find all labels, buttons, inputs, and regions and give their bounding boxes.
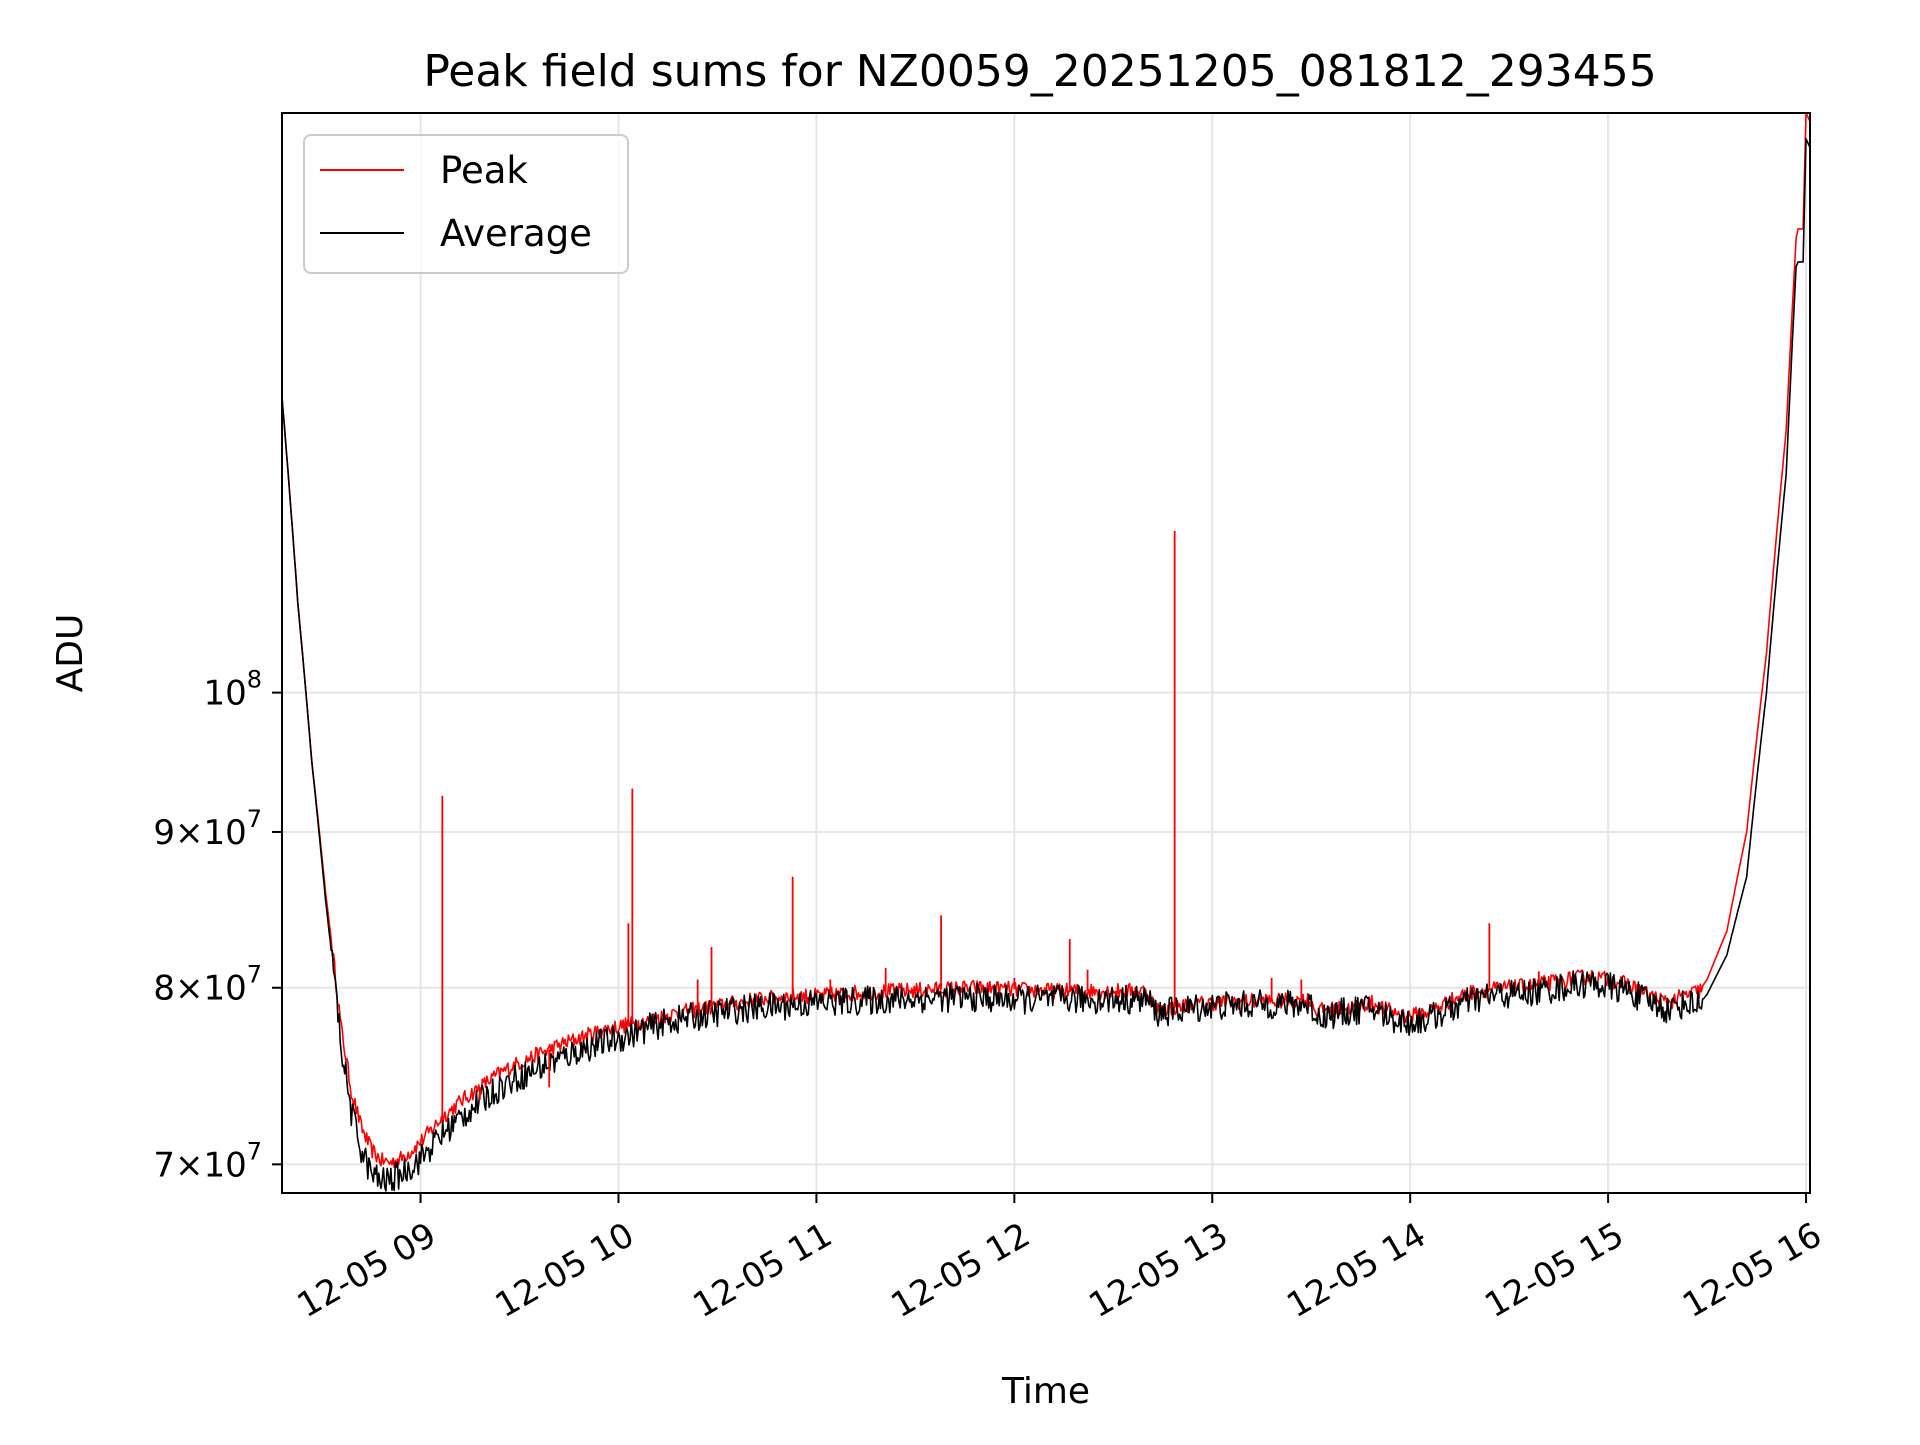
y-axis-label: ADU (50, 614, 91, 693)
legend-label-average: Average (440, 212, 592, 255)
y-tick-text: × (175, 1145, 204, 1185)
y-tick-exponent: 8 (247, 666, 262, 694)
grid (282, 113, 1810, 1193)
plot-frame (281, 112, 1811, 1194)
y-tick-text: 9 (153, 813, 175, 853)
y-tick-label: 8×107 (153, 961, 262, 1009)
y-tick-exponent: 7 (247, 805, 262, 833)
y-tick-text: 10 (203, 813, 246, 853)
y-tick-text: 10 (203, 674, 246, 714)
chart-title: Peak field sums for NZ0059_20251205_0818… (423, 46, 1656, 97)
y-tick-label: 108 (203, 666, 262, 714)
x-axis-label: Time (1001, 1371, 1090, 1412)
y-tick-text: × (175, 813, 204, 853)
y-tick-text: 8 (153, 969, 175, 1009)
y-tick-text: 7 (153, 1145, 175, 1185)
series-layer (282, 113, 1810, 1192)
y-tick-exponent: 7 (247, 1137, 262, 1165)
y-tick-text: 10 (203, 969, 246, 1009)
y-tick-label: 7×107 (153, 1137, 262, 1185)
legend-label-peak: Peak (440, 149, 528, 192)
y-tick-text: × (175, 969, 204, 1009)
series-line-average (282, 138, 1810, 1192)
y-tick-text: 10 (203, 1145, 246, 1185)
y-tick-label: 9×107 (153, 805, 262, 853)
legend: Peak Average (303, 134, 629, 274)
series-line-peak (282, 113, 1810, 1169)
y-tick-exponent: 7 (247, 961, 262, 989)
